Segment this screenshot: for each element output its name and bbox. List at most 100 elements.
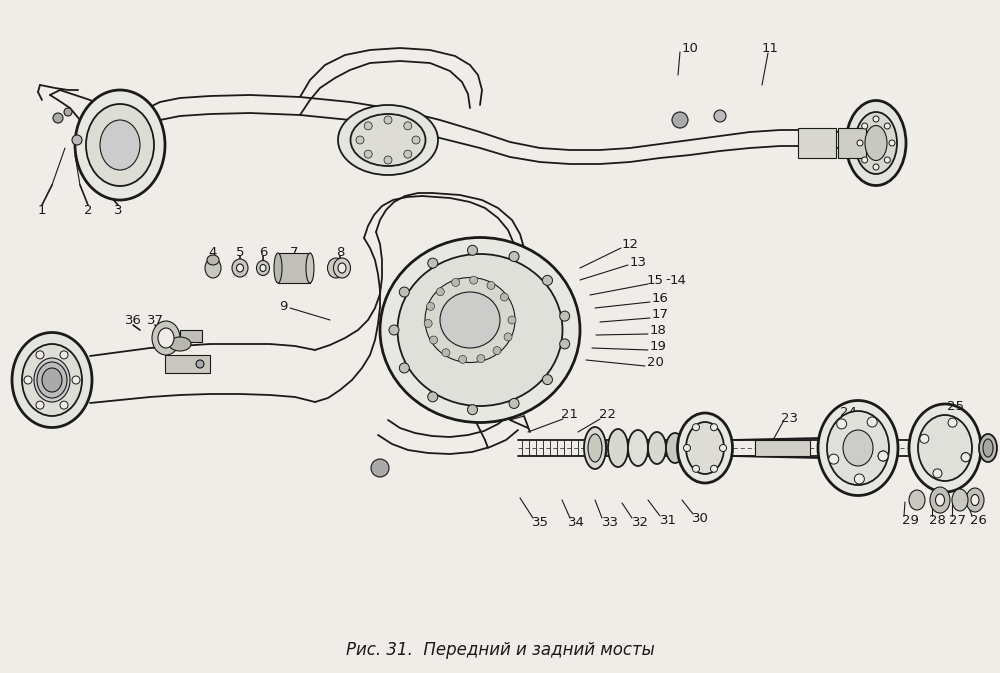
Ellipse shape [37,362,67,398]
Circle shape [72,376,80,384]
Circle shape [442,349,450,357]
Circle shape [404,122,412,130]
Text: 20: 20 [647,355,663,369]
Circle shape [470,276,478,284]
Text: 8: 8 [336,246,344,258]
Text: -: - [666,273,670,287]
Text: 26: 26 [970,513,986,526]
Bar [798,128,836,158]
Text: 23: 23 [782,411,798,425]
Text: 18: 18 [650,324,666,336]
Circle shape [672,112,688,128]
Ellipse shape [207,255,219,265]
Ellipse shape [648,432,666,464]
Ellipse shape [971,495,979,505]
Circle shape [961,453,970,462]
Ellipse shape [256,260,270,275]
Circle shape [384,116,392,124]
Ellipse shape [306,253,314,283]
Bar [838,128,866,158]
Circle shape [542,375,552,384]
Ellipse shape [909,404,981,492]
Text: 10: 10 [682,42,698,55]
Circle shape [873,116,879,122]
Circle shape [884,157,890,163]
Circle shape [493,347,501,355]
Circle shape [504,333,512,341]
Ellipse shape [425,277,515,363]
Text: 12: 12 [622,238,639,250]
Text: 35: 35 [532,516,548,528]
Ellipse shape [827,411,889,485]
Circle shape [509,252,519,262]
Bar [755,440,810,456]
Ellipse shape [338,263,346,273]
Circle shape [428,392,438,402]
Circle shape [714,110,726,122]
Ellipse shape [328,258,344,278]
Ellipse shape [588,434,602,462]
Circle shape [389,325,399,335]
Circle shape [384,156,392,164]
Circle shape [53,113,63,123]
Circle shape [468,245,478,255]
Circle shape [854,474,864,484]
Text: 6: 6 [259,246,267,258]
Ellipse shape [846,100,906,186]
Ellipse shape [237,264,244,272]
Circle shape [720,444,726,452]
Ellipse shape [983,439,993,457]
Circle shape [509,398,519,409]
Text: 19: 19 [650,339,666,353]
Circle shape [36,351,44,359]
Text: 36: 36 [125,314,141,326]
Ellipse shape [930,487,950,513]
Text: 3: 3 [114,203,122,217]
Ellipse shape [440,292,500,348]
Circle shape [64,108,72,116]
Circle shape [468,404,478,415]
Ellipse shape [979,434,997,462]
Circle shape [884,123,890,129]
Ellipse shape [678,413,732,483]
Text: 32: 32 [632,516,648,528]
Circle shape [24,376,32,384]
Ellipse shape [274,253,282,283]
Ellipse shape [952,489,968,511]
Circle shape [878,451,888,461]
Circle shape [436,288,444,295]
Ellipse shape [75,90,165,200]
Circle shape [430,336,438,344]
Circle shape [948,418,957,427]
Circle shape [36,401,44,409]
Text: 34: 34 [568,516,584,528]
Circle shape [72,135,82,145]
Ellipse shape [686,422,724,474]
Ellipse shape [628,430,648,466]
Circle shape [692,424,700,431]
Text: 28: 28 [929,513,945,526]
Ellipse shape [232,259,248,277]
Circle shape [500,293,508,301]
Circle shape [196,360,204,368]
Ellipse shape [205,258,221,278]
Ellipse shape [34,358,70,402]
Text: 24: 24 [840,406,856,419]
Ellipse shape [818,400,898,495]
Circle shape [356,136,364,144]
Text: 9: 9 [279,299,287,312]
Bar [278,253,310,283]
Ellipse shape [334,258,351,278]
Circle shape [399,287,409,297]
Circle shape [878,451,888,461]
Ellipse shape [608,429,628,467]
Text: 15: 15 [646,273,664,287]
Ellipse shape [865,125,887,160]
Text: 13: 13 [630,256,646,269]
Circle shape [508,316,516,324]
Ellipse shape [260,264,266,271]
Circle shape [459,355,467,363]
Circle shape [933,469,942,478]
Circle shape [542,275,552,285]
Circle shape [427,302,435,310]
